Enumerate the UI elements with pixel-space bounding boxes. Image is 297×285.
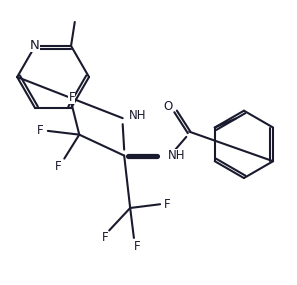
Text: O: O (164, 100, 173, 113)
Text: F: F (55, 160, 62, 173)
Text: NH: NH (168, 149, 186, 162)
Text: F: F (164, 198, 171, 211)
Text: F: F (134, 240, 141, 253)
Text: N: N (30, 39, 40, 52)
Text: F: F (37, 124, 44, 137)
Text: NH: NH (129, 109, 146, 123)
Text: F: F (101, 231, 108, 245)
Text: F: F (69, 91, 75, 104)
